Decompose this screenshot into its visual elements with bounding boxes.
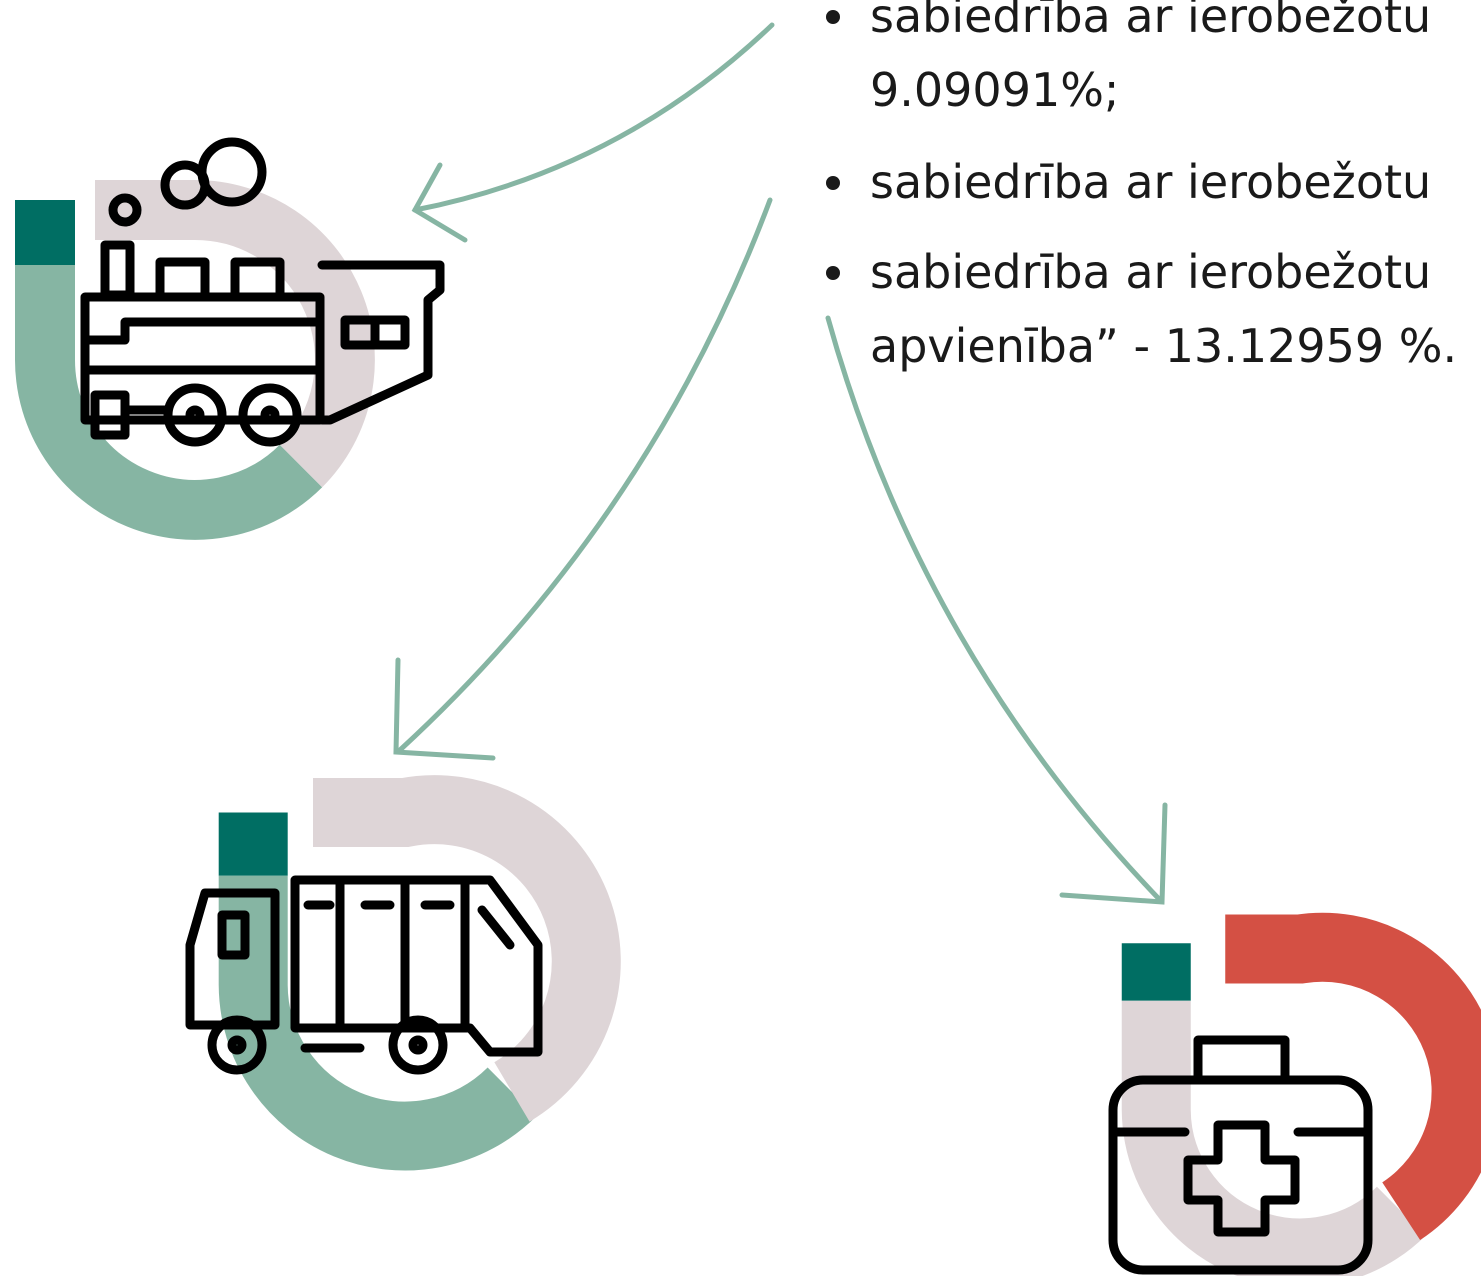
train-icon: [80, 137, 445, 447]
list-item-line: sabiedrība ar ierobežotu: [870, 0, 1431, 43]
bullet: [826, 10, 840, 24]
list-item-line: apvienība” - 13.12959 %.: [870, 319, 1457, 373]
arrow: [825, 315, 1163, 903]
bullet: [826, 266, 840, 280]
arrow: [397, 197, 773, 753]
arrow-head: [411, 162, 468, 243]
arrow-head: [1059, 802, 1168, 905]
train-ring: [15, 180, 375, 540]
medical-ring: [1121, 912, 1481, 1276]
list-item-line: sabiedrība ar ierobežotu: [870, 155, 1431, 209]
bullet: [826, 176, 840, 190]
bullet-list: sabiedrība ar ierobežotu 9.09091%; sabiedr…: [826, 0, 1457, 373]
list-item-line: 9.09091%;: [870, 63, 1119, 117]
truck-icon: [185, 875, 543, 1075]
list-item-line: sabiedrība ar ierobežotu: [870, 245, 1431, 299]
arrow-head: [393, 657, 496, 761]
arrow: [412, 22, 775, 213]
medical-icon: [1108, 1035, 1373, 1275]
